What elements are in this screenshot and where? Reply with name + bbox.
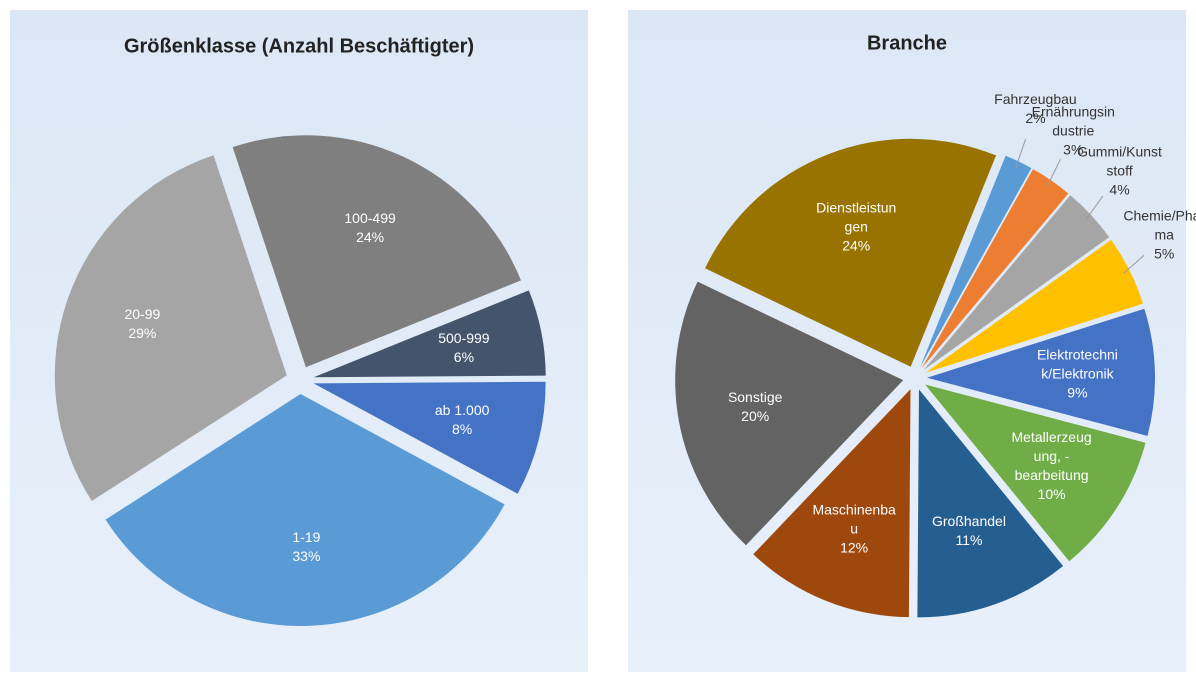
label-category: 1-19 bbox=[292, 528, 321, 545]
label-category: 100-499 bbox=[344, 210, 396, 227]
label-category: Metallerzeugung, -bearbeitung bbox=[1011, 429, 1092, 484]
pie-slice bbox=[675, 281, 904, 546]
label-value: 33% bbox=[292, 547, 321, 564]
pie-slice bbox=[926, 308, 1155, 436]
pie-slice bbox=[705, 138, 997, 367]
label-value: 12% bbox=[840, 539, 869, 556]
label-category: Elektrotechnik/Elektronik bbox=[1036, 346, 1118, 382]
label-value: 24% bbox=[842, 237, 871, 254]
pie-slice bbox=[753, 389, 911, 618]
label-value: 4% bbox=[1109, 181, 1130, 198]
label-value: 9% bbox=[1067, 384, 1088, 401]
data-label: Metallerzeugung, -bearbeitung 10% bbox=[1009, 428, 1095, 504]
pie-slice bbox=[54, 155, 287, 502]
label-value: 10% bbox=[1037, 486, 1066, 503]
label-category: Gummi/Kunststoff bbox=[1077, 143, 1162, 179]
data-label: Chemie/Pharma 5% bbox=[1121, 207, 1196, 264]
label-value: 5% bbox=[1154, 245, 1175, 262]
pie-slice bbox=[917, 389, 1064, 618]
data-label: Gummi/Kunststoff 4% bbox=[1077, 142, 1163, 199]
chart-title: Branche bbox=[867, 32, 947, 54]
pie-slice bbox=[105, 393, 505, 626]
label-category: Dienstleistungen bbox=[816, 199, 897, 235]
data-label: ab 1.000 8% bbox=[419, 401, 505, 439]
label-category: Chemie/Pharma bbox=[1123, 207, 1196, 243]
label-value: 8% bbox=[452, 421, 473, 438]
data-label: Dienstleistungen 24% bbox=[813, 198, 899, 255]
label-value: 6% bbox=[453, 348, 475, 365]
label-value: 24% bbox=[356, 229, 385, 246]
data-label: 500-999 6% bbox=[421, 329, 507, 367]
pie-slice bbox=[313, 381, 546, 494]
pie-slice bbox=[920, 155, 1032, 368]
pie-slice bbox=[923, 195, 1110, 370]
pie-slice bbox=[921, 169, 1069, 369]
label-value: 2% bbox=[1025, 109, 1046, 126]
label-value: 29% bbox=[128, 325, 157, 342]
data-label: Maschinenbau 12% bbox=[811, 500, 897, 557]
label-value: 3% bbox=[1063, 141, 1084, 158]
pie-slice bbox=[925, 384, 1146, 562]
data-label: Elektrotechnik/Elektronik 9% bbox=[1034, 346, 1120, 403]
label-category: Sonstige bbox=[727, 389, 783, 406]
label-category: Ernährungsindustrie bbox=[1031, 103, 1115, 139]
pie-slice bbox=[232, 135, 521, 368]
data-label: 100-499 24% bbox=[327, 209, 413, 247]
data-label: 1-19 33% bbox=[263, 528, 349, 566]
data-label: Sonstige 20% bbox=[712, 388, 798, 426]
label-category: Fahrzeugbau bbox=[994, 90, 1077, 107]
pie-slice bbox=[313, 290, 546, 378]
label-category: 500-999 bbox=[438, 329, 490, 346]
data-label: Fahrzeugbau 2% bbox=[992, 90, 1078, 128]
data-label: Ernährungsindustrie 3% bbox=[1030, 102, 1116, 159]
label-category: Großhandel bbox=[932, 513, 1006, 530]
label-value: 20% bbox=[741, 408, 770, 425]
leader-line bbox=[1123, 255, 1145, 274]
pie-slice bbox=[925, 239, 1144, 373]
leader-line bbox=[1085, 195, 1104, 220]
leader-line bbox=[1046, 159, 1061, 187]
label-value: 11% bbox=[955, 532, 983, 549]
label-category: ab 1.000 bbox=[434, 402, 490, 419]
data-label: Großhandel 11% bbox=[926, 512, 1012, 550]
chart-title: Größenklasse (Anzahl Beschäftigter) bbox=[124, 35, 474, 57]
leader-line bbox=[1015, 139, 1027, 168]
data-label: 20-99 29% bbox=[99, 305, 185, 343]
label-category: Maschinenbau bbox=[812, 501, 896, 537]
label-category: 20-99 bbox=[124, 306, 161, 323]
